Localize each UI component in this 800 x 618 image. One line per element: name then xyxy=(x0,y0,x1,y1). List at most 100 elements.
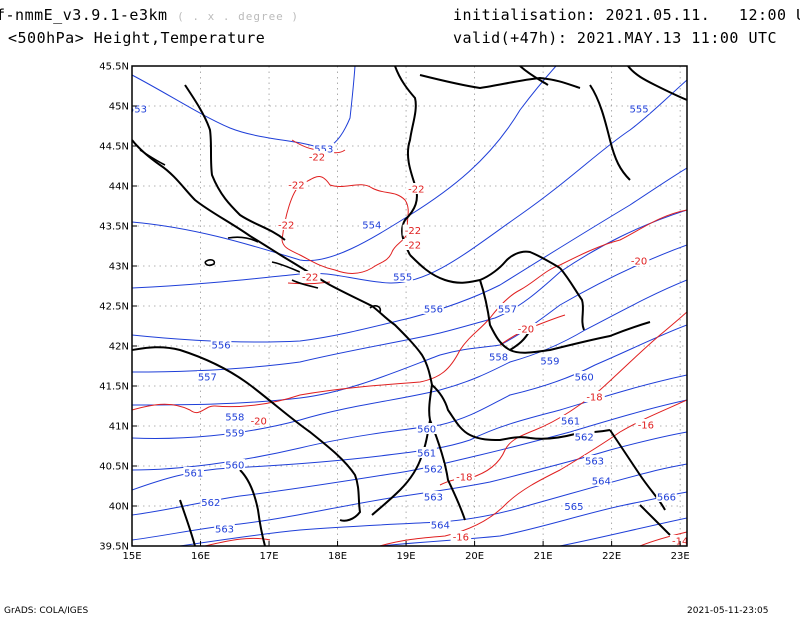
temperature-label: -20 xyxy=(518,325,534,336)
island-2 xyxy=(227,236,259,243)
lat-tick-label: 41N xyxy=(109,422,129,433)
height-label: 559 xyxy=(540,357,559,368)
height-label-bg xyxy=(423,463,444,474)
temp-contour-18b xyxy=(204,537,271,546)
lat-tick-label: 45N xyxy=(109,102,129,113)
height-label-bg xyxy=(183,467,204,478)
country-borders xyxy=(132,66,687,546)
temperature-label: -18 xyxy=(586,393,602,404)
lat-tick-label: 40.5N xyxy=(99,462,129,473)
temperature-label-bg xyxy=(402,239,424,250)
lat-tick-label: 44N xyxy=(109,182,129,193)
height-label: 560 xyxy=(225,461,244,472)
height-label-bg xyxy=(423,491,444,502)
temperature-label: -22 xyxy=(288,181,304,192)
height-label: 566 xyxy=(657,493,676,504)
height-label: 564 xyxy=(592,477,611,488)
height-label: 560 xyxy=(417,425,436,436)
height-label-bg xyxy=(392,271,413,282)
height-label-bg xyxy=(573,431,595,442)
temperature-label-bg xyxy=(248,415,270,426)
temperature-label-bg xyxy=(406,183,427,194)
height-contour-554 xyxy=(132,66,557,262)
lat-tick-label: 40N xyxy=(109,502,129,513)
height-label-bg xyxy=(539,355,561,366)
border-montenegro xyxy=(409,250,561,284)
temperature-label: -22 xyxy=(405,226,421,237)
lat-tick-label: 43N xyxy=(109,262,129,273)
height-contour-labels: 553 553 555 554 555 556 557 556 558 557 559 558 560 5… xyxy=(128,103,677,536)
lon-tick-label: 16E xyxy=(191,551,210,562)
height-contour-558 xyxy=(132,244,687,406)
height-label: 561 xyxy=(417,449,436,460)
height-label-bg xyxy=(197,371,218,382)
island-5 xyxy=(291,279,319,289)
height-contour-553 xyxy=(132,66,356,149)
valid-time: valid(+47h): 2021.MAY.13 11:00 UTC xyxy=(453,29,777,47)
temperature-label: -16 xyxy=(638,421,654,432)
temperature-label: -22 xyxy=(302,273,318,284)
lat-tick-label: 41.5N xyxy=(99,382,129,393)
height-label-bg xyxy=(628,103,650,114)
height-label: 557 xyxy=(198,373,217,384)
temperature-label-bg xyxy=(515,323,537,334)
units-note: ( . x . degree ) xyxy=(177,10,300,23)
height-label: 555 xyxy=(393,273,412,284)
height-label: 559 xyxy=(225,429,244,440)
island-1 xyxy=(139,149,166,166)
coast-greece-west xyxy=(429,419,466,521)
coast-adriatic-east xyxy=(132,139,434,516)
height-label-bg xyxy=(430,519,451,530)
border-north-coast xyxy=(627,66,687,101)
height-contour-560 xyxy=(132,324,687,471)
height-label-bg xyxy=(214,523,235,534)
height-label-bg xyxy=(573,371,595,382)
coast-italy-south xyxy=(239,469,266,546)
temperature-label: -22 xyxy=(408,185,424,196)
island-3 xyxy=(204,259,216,267)
height-label-bg xyxy=(416,423,437,434)
height-label-bg xyxy=(361,219,383,230)
border-bulgaria xyxy=(559,267,585,331)
temperature-label-bg xyxy=(584,391,605,402)
lon-tick-label: 17E xyxy=(260,551,279,562)
temperature-label: -14 xyxy=(672,537,688,548)
height-label: 561 xyxy=(184,469,203,480)
height-label: 561 xyxy=(561,417,580,428)
init-time: initialisation: 2021.05.11. 12:00 UTC xyxy=(453,6,800,24)
lon-tick-label: 18E xyxy=(328,551,347,562)
lon-tick-label: 20E xyxy=(465,551,484,562)
valid-label: valid(+47h): xyxy=(453,29,568,47)
border-macedonia-greece xyxy=(529,429,611,440)
model-name: f-nmmE_v3.9.1-e3km xyxy=(0,6,168,24)
height-label-bg xyxy=(656,491,677,502)
temp-contour-16a xyxy=(379,399,687,546)
init-value: 2021.05.11. 12:00 UTC xyxy=(605,6,800,24)
valid-value: 2021.MAY.13 11:00 UTC xyxy=(576,29,778,47)
height-label: 555 xyxy=(629,105,648,116)
lat-tick-label: 44.5N xyxy=(99,142,129,153)
height-label-bg xyxy=(423,303,444,314)
dalmatian-islands xyxy=(139,149,382,313)
height-label-bg xyxy=(584,455,605,466)
height-label-bg xyxy=(591,475,612,486)
height-contour-556 xyxy=(132,167,687,343)
lon-tick-label: 22E xyxy=(602,551,621,562)
height-label: 565 xyxy=(564,502,583,513)
height-label-bg xyxy=(313,143,335,154)
height-label: 563 xyxy=(585,457,604,468)
temp-contour-14a xyxy=(639,531,687,546)
height-label: 562 xyxy=(201,498,220,509)
temperature-label-bg xyxy=(454,471,475,482)
height-contour-559 xyxy=(132,279,687,439)
height-label: 553 xyxy=(128,105,147,116)
border-albania-greece xyxy=(431,384,531,442)
coast-chalkidiki xyxy=(639,504,671,536)
field-title: <500hPa> Height,Temperature xyxy=(8,29,266,47)
border-north-macedonia xyxy=(509,321,651,354)
height-label-bg xyxy=(224,411,246,422)
height-label: 564 xyxy=(431,521,450,532)
height-label: 563 xyxy=(424,493,443,504)
model-title: f-nmmE_v3.9.1-e3km ( . x . degree ) xyxy=(0,6,299,24)
